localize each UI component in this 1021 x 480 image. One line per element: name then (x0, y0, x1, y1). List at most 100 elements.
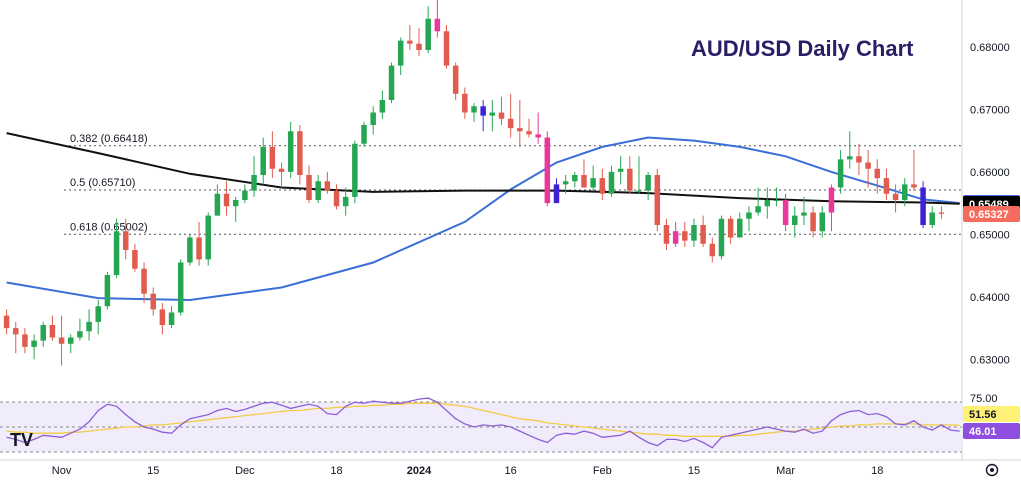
tradingview-logo-text: TV (10, 430, 33, 450)
candle (755, 187, 761, 216)
candle-body (159, 309, 166, 325)
candle (306, 165, 312, 204)
candle (407, 25, 413, 50)
candle (462, 87, 468, 119)
candle-body (535, 134, 541, 138)
candle-body (929, 212, 936, 225)
time-axis: Nov 15 Dec 18 2024 16 Feb 15 Mar 18 (52, 465, 884, 477)
candle (122, 218, 129, 260)
time-tick-label: 15 (147, 465, 159, 477)
candle-body (58, 337, 65, 344)
time-tick-label: 15 (688, 465, 700, 477)
candle-body (645, 175, 651, 191)
candle-body (132, 250, 138, 269)
candle (260, 137, 266, 185)
time-tick-label: Feb (593, 465, 612, 477)
candle-body (544, 137, 551, 204)
candle-body (471, 106, 477, 113)
candle (892, 184, 899, 213)
candle (654, 168, 661, 232)
candle (517, 100, 523, 147)
candle-body (911, 184, 917, 188)
time-tick-label: 2024 (407, 465, 432, 477)
candle-body (627, 168, 633, 191)
candle (471, 103, 477, 122)
candle-body (104, 275, 111, 307)
candle (67, 334, 74, 354)
price-tick-label: 0.63000 (970, 354, 1010, 366)
rsi-badge-label: 46.01 (969, 426, 997, 438)
chart-title: AUD/USD Daily Chart (691, 36, 914, 61)
candle (379, 90, 386, 119)
candle (187, 234, 193, 266)
tradingview-logo[interactable]: TV (10, 430, 33, 450)
price-tick-label: 0.64000 (970, 292, 1010, 304)
candle (31, 334, 37, 360)
price-tick-label: 0.65000 (970, 229, 1010, 241)
candle-body (416, 43, 422, 50)
candle-body (86, 321, 92, 332)
candle-body (709, 243, 716, 257)
candle-body (737, 218, 743, 238)
candle (672, 221, 679, 247)
rsi-badge-box (963, 406, 1020, 422)
candle (865, 150, 871, 188)
candle (498, 96, 505, 125)
candle (590, 165, 596, 191)
candle (196, 221, 202, 266)
candle-body (517, 128, 523, 132)
settings-icon[interactable] (985, 463, 999, 477)
candle-body (801, 212, 807, 216)
candle-body (150, 293, 156, 310)
candle-body (315, 181, 321, 200)
candle-body (874, 168, 881, 179)
candle-body (269, 146, 276, 169)
candle-body (122, 231, 129, 250)
price-badge: 0.65327 (963, 205, 1020, 222)
candle-body (223, 193, 230, 207)
candle-body (306, 175, 312, 200)
candle (535, 112, 541, 144)
moving-average-line (6, 132, 960, 205)
candle-body (388, 65, 395, 100)
candle (801, 196, 807, 225)
candle (480, 100, 486, 132)
candle-body (141, 268, 147, 294)
candle-body (370, 112, 376, 125)
candle-body (40, 325, 46, 341)
rsi-badge-box (963, 423, 1020, 439)
rsi-indicator (6, 397, 960, 449)
candle-body (590, 178, 596, 188)
rsi-badge: 46.01 (963, 423, 1020, 439)
rsi-line (6, 397, 960, 449)
candle-body (920, 187, 926, 225)
price-badge-box (963, 205, 1020, 222)
candle (645, 171, 651, 200)
candle (22, 328, 28, 354)
candle (12, 321, 19, 354)
candle (425, 6, 431, 54)
candle-body (755, 206, 761, 213)
price-tick-label: 0.66000 (970, 167, 1010, 179)
candle-body (12, 328, 19, 335)
candle-body (792, 215, 798, 225)
candle (828, 184, 835, 232)
candle-body (837, 159, 844, 188)
candle-body (892, 193, 899, 200)
candle (617, 156, 624, 185)
candle-body (196, 237, 202, 260)
candle (911, 150, 917, 191)
candle-body (177, 262, 184, 313)
candle (691, 218, 697, 247)
candle (883, 168, 890, 200)
candle-body (654, 175, 661, 225)
candle (562, 175, 569, 194)
candle (663, 218, 670, 250)
candle (242, 184, 248, 204)
time-tick-label: Nov (52, 465, 72, 477)
candle (544, 131, 551, 207)
candle (746, 206, 752, 232)
candle-body (232, 200, 239, 207)
